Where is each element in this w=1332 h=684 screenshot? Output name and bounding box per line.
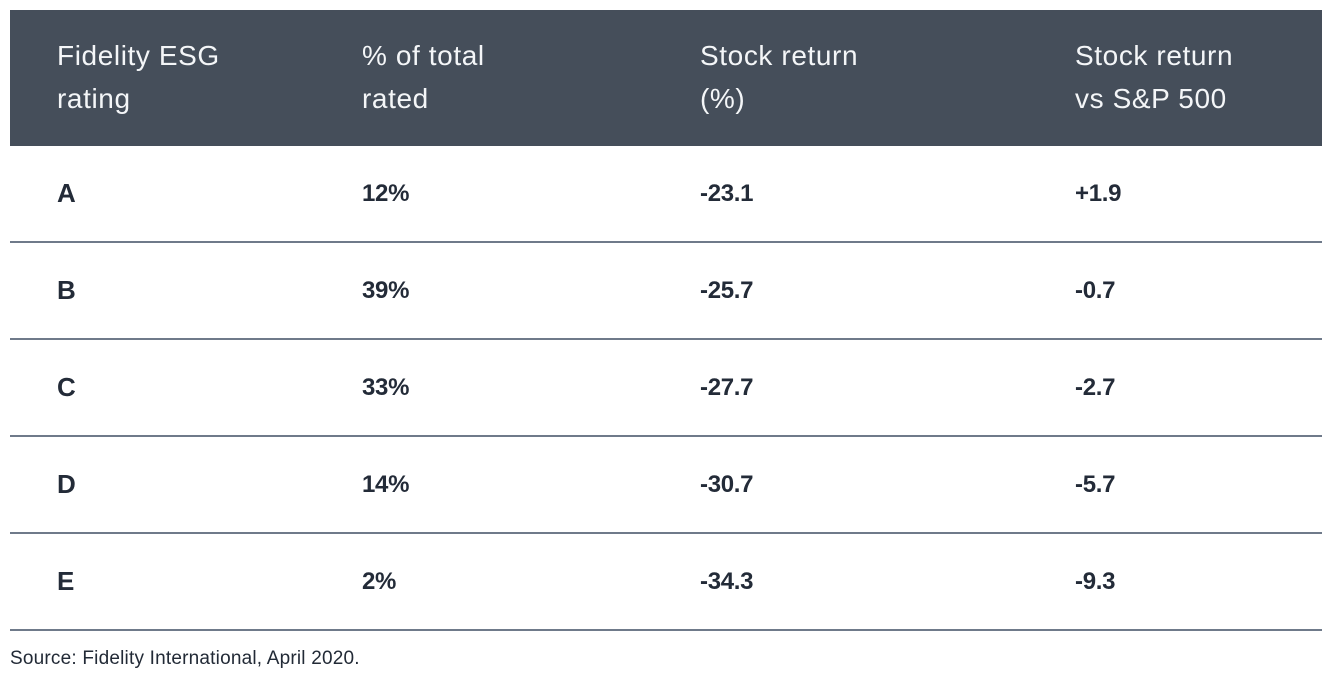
esg-ratings-table: Fidelity ESG rating % of total rated Sto… bbox=[10, 10, 1322, 670]
cell-stock-return-pct: -34.3 bbox=[700, 567, 754, 595]
cell-rating: E bbox=[57, 566, 75, 596]
header-fidelity-esg-rating: Fidelity ESG rating bbox=[57, 40, 220, 114]
header-stock-return-pct: Stock return (%) bbox=[700, 40, 859, 114]
table-row-e: E 2% -34.3 -9.3 bbox=[10, 534, 1322, 631]
cell-pct-of-total-rated: 14% bbox=[362, 470, 410, 498]
cell-pct-of-total-rated: 2% bbox=[362, 567, 397, 595]
source-note: Source: Fidelity International, April 20… bbox=[10, 648, 360, 669]
cell-vs-sp500: -0.7 bbox=[1075, 276, 1116, 304]
cell-rating: B bbox=[57, 275, 76, 305]
header-pct-of-total-rated: % of total rated bbox=[362, 40, 485, 114]
table-row-c: C 33% -27.7 -2.7 bbox=[10, 340, 1322, 437]
cell-pct-of-total-rated: 33% bbox=[362, 373, 410, 401]
table-row-b: B 39% -25.7 -0.7 bbox=[10, 243, 1322, 340]
cell-rating: A bbox=[57, 178, 76, 208]
cell-rating: C bbox=[57, 372, 76, 402]
cell-stock-return-pct: -25.7 bbox=[700, 276, 754, 304]
header-stock-return-vs-sp500: Stock return vs S&P 500 bbox=[1075, 40, 1234, 114]
cell-rating: D bbox=[57, 469, 76, 499]
table-header-row: Fidelity ESG rating % of total rated Sto… bbox=[10, 10, 1322, 146]
cell-vs-sp500: +1.9 bbox=[1075, 179, 1122, 207]
cell-pct-of-total-rated: 39% bbox=[362, 276, 410, 304]
cell-stock-return-pct: -27.7 bbox=[700, 373, 754, 401]
cell-vs-sp500: -5.7 bbox=[1075, 470, 1116, 498]
cell-stock-return-pct: -23.1 bbox=[700, 179, 754, 207]
cell-pct-of-total-rated: 12% bbox=[362, 179, 410, 207]
cell-vs-sp500: -9.3 bbox=[1075, 567, 1116, 595]
cell-stock-return-pct: -30.7 bbox=[700, 470, 754, 498]
cell-vs-sp500: -2.7 bbox=[1075, 373, 1116, 401]
table-row-d: D 14% -30.7 -5.7 bbox=[10, 437, 1322, 534]
table-row-a: A 12% -23.1 +1.9 bbox=[10, 146, 1322, 243]
